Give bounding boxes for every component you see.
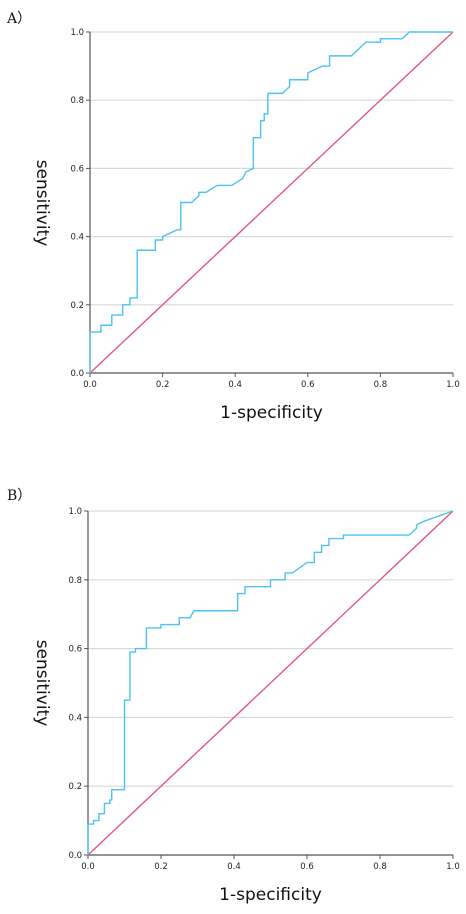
y-tick-label-b-3: 0.6 — [68, 645, 82, 655]
x-tick-label-a-0: 0.0 — [83, 380, 97, 390]
x-tick-label-b-5: 1.0 — [446, 862, 460, 872]
x-tick-label-a-1: 0.2 — [156, 380, 170, 390]
reference-line-a — [89, 31, 454, 374]
x-axis-label-b: 1-specificity — [219, 885, 322, 905]
roc-curve-a — [89, 31, 453, 373]
y-tick-label-a-2: 0.4 — [70, 233, 84, 243]
x-tick-label-b-1: 0.2 — [154, 862, 168, 872]
y-tick-label-b-4: 0.8 — [68, 576, 82, 586]
roc-curve-b — [87, 510, 454, 855]
x-tick-label-a-5: 1.0 — [446, 380, 460, 390]
y-tick-label-b-5: 1.0 — [68, 507, 82, 517]
roc-chart-a: 0.0 0.2 0.4 0.6 0.8 1.0 0.0 0.2 0.4 0.6 0.8 1.0 — [70, 28, 460, 390]
panel-label-a: A） — [7, 11, 32, 27]
roc-panel-b: B） 0.0 0.2 0.4 0.6 0.8 1.0 0.0 0.2 0.4 0.6 0.8 1.0 … — [0, 457, 466, 914]
panel-label-b: B） — [7, 488, 32, 504]
y-tick-label-b-0: 0.0 — [68, 851, 82, 861]
x-tick-label-b-4: 0.8 — [373, 862, 387, 872]
x-tick-label-b-3: 0.6 — [300, 862, 314, 872]
y-tick-label-a-4: 0.8 — [70, 96, 84, 106]
x-axis-label-a: 1-specificity — [220, 403, 323, 423]
reference-line-b — [87, 510, 454, 856]
y-axis-label-a: sensitivity — [32, 159, 52, 246]
y-tick-label-b-2: 0.4 — [68, 713, 82, 723]
y-tick-label-a-3: 0.6 — [70, 164, 84, 174]
x-tick-label-a-2: 0.4 — [228, 380, 242, 390]
y-axis-label-b: sensitivity — [32, 639, 52, 727]
x-tick-label-a-3: 0.6 — [301, 380, 315, 390]
x-tick-label-b-0: 0.0 — [81, 862, 95, 872]
y-tick-label-b-1: 0.2 — [68, 782, 82, 792]
x-tick-label-b-2: 0.4 — [227, 862, 241, 872]
x-tick-label-a-4: 0.8 — [374, 380, 388, 390]
roc-panel-a: A） 0.0 0.2 0.4 0.6 0.8 1.0 0.0 0.2 0.4 0.6 0.8 1.0 … — [7, 11, 460, 423]
roc-chart-b: 0.0 0.2 0.4 0.6 0.8 1.0 0.0 0.2 0.4 0.6 0.8 1.0 — [68, 507, 460, 872]
y-tick-label-a-5: 1.0 — [70, 28, 84, 38]
y-tick-label-a-1: 0.2 — [70, 301, 84, 311]
y-tick-label-a-0: 0.0 — [70, 369, 84, 379]
